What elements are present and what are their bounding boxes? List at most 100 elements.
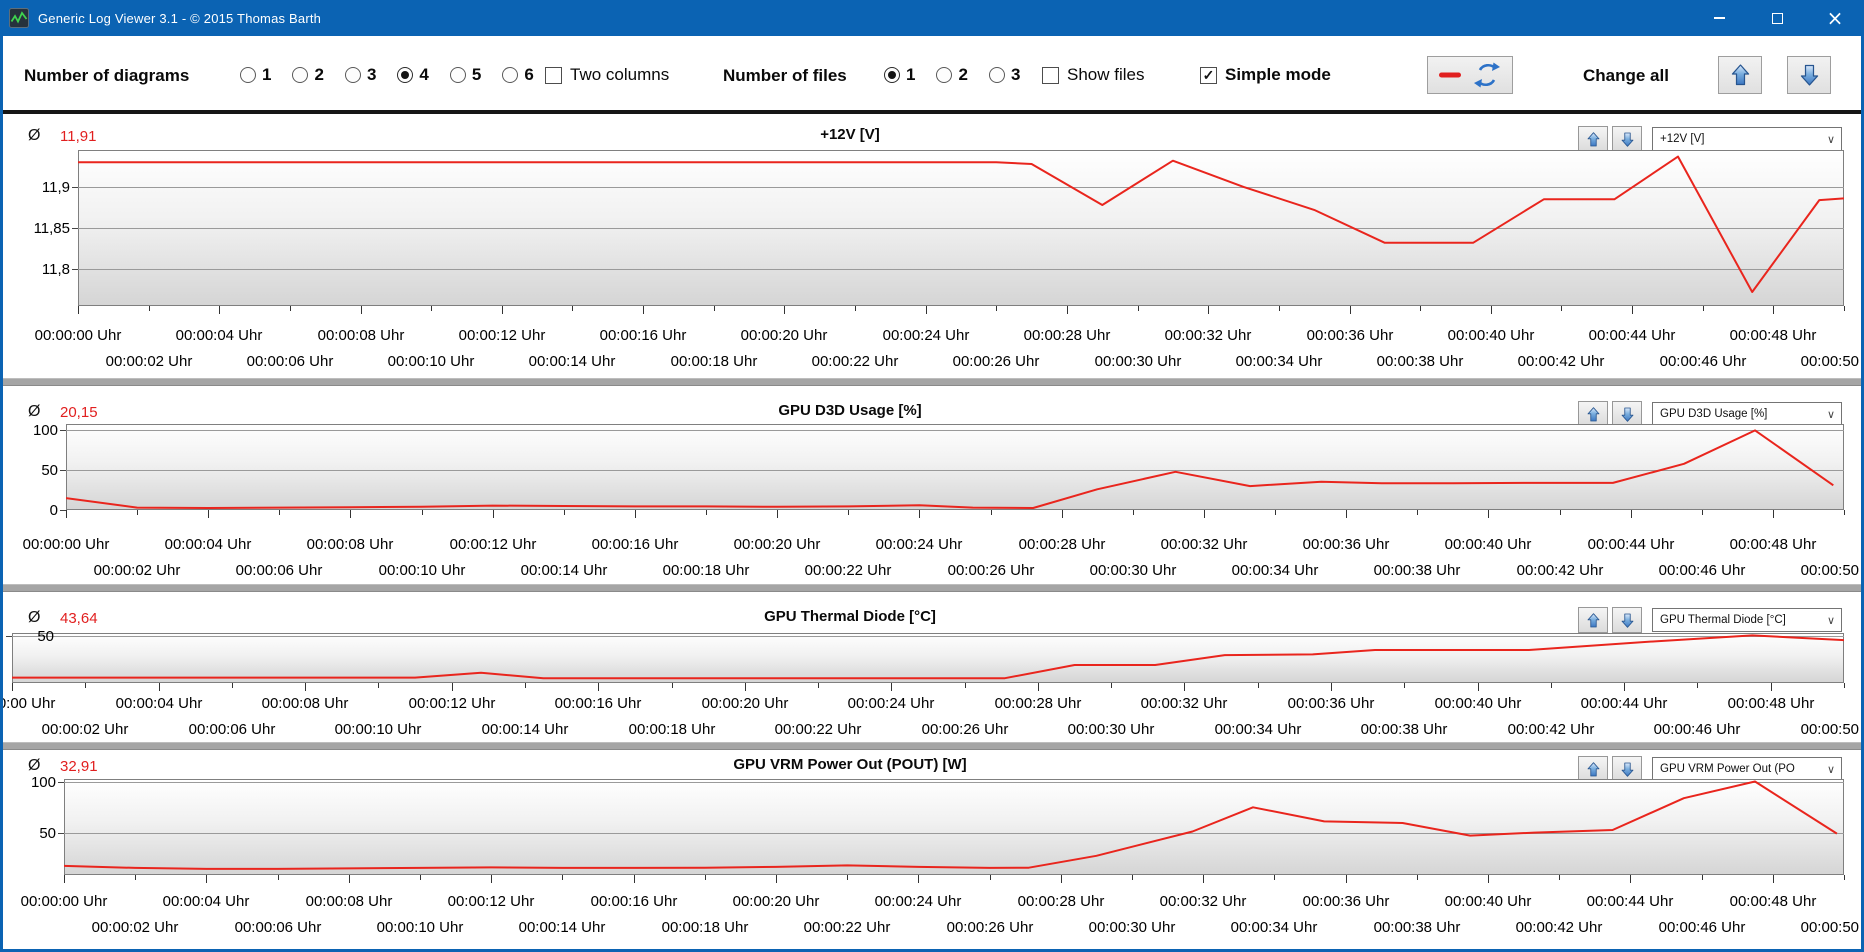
minimize-icon (1713, 17, 1725, 19)
x-axis-label: 00:00:38 Uhr (1360, 721, 1448, 738)
two-columns-checkbox[interactable] (545, 66, 562, 84)
radio-2[interactable] (936, 67, 953, 83)
x-axis-label: 00:00:36 Uhr (1302, 893, 1390, 910)
radio-label: 2 (958, 65, 968, 84)
x-axis-label: 00:00:16 Uhr (599, 327, 687, 344)
radio-label: 3 (366, 65, 377, 84)
chart-title: GPU Thermal Diode [°C] (764, 608, 936, 625)
chart-title: GPU VRM Power Out (POUT) [W] (733, 756, 967, 773)
x-axis-label: 00:00:12 Uhr (408, 695, 496, 712)
y-axis-label: 11,85 (33, 220, 70, 237)
x-axis-label: 00:00:42 Uhr (1515, 919, 1603, 936)
x-axis-label: 00:00:26 Uhr (952, 353, 1040, 370)
y-axis-label: 50 (39, 825, 56, 842)
move-chart-down-button[interactable] (1612, 126, 1642, 152)
radio-2[interactable] (292, 67, 309, 83)
move-chart-up-button[interactable] (1578, 401, 1608, 427)
move-chart-down-button[interactable] (1612, 607, 1642, 633)
show-files-checkbox[interactable] (1042, 66, 1059, 84)
radio-option: 5 (449, 65, 482, 85)
average-value: 43,64 (60, 610, 98, 627)
x-axis-label: 00:00:24 Uhr (847, 695, 935, 712)
average-symbol: Ø (28, 757, 41, 774)
x-axis-label: 00:00:30 Uhr (1088, 919, 1176, 936)
metric-dropdown[interactable]: GPU D3D Usage [%] ∨ (1652, 402, 1842, 426)
radio-3[interactable] (988, 67, 1005, 83)
x-axis-label: 00:00:32 Uhr (1140, 695, 1228, 712)
x-axis-label: 00:00:16 Uhr (590, 893, 678, 910)
radio-label: 4 (419, 65, 429, 84)
radio-4[interactable] (397, 67, 414, 83)
arrow-up-icon (1731, 63, 1750, 87)
average-symbol: Ø (28, 609, 41, 626)
x-axis-label: 00:00:34 Uhr (1235, 353, 1323, 370)
radio-3[interactable] (344, 67, 361, 83)
toolbar-separator (0, 110, 1864, 114)
metric-dropdown[interactable]: GPU VRM Power Out (PO ∨ (1652, 757, 1842, 781)
radio-1[interactable] (884, 67, 900, 83)
x-axis-label: 00:00:26 Uhr (947, 562, 1035, 579)
change-all-up-button[interactable] (1718, 56, 1762, 94)
show-files-checkbox-group: Show files (1042, 65, 1144, 85)
change-all-down-button[interactable] (1787, 56, 1831, 94)
x-axis-label: 00:00:24 Uhr (882, 327, 970, 344)
x-axis-label: 00:00:50 Uhr (1800, 562, 1864, 579)
x-axis-label: 00:00:40 Uhr (1447, 327, 1535, 344)
x-axis-label: 00:00:14 Uhr (520, 562, 608, 579)
x-axis-label: 00:00:20 Uhr (732, 893, 820, 910)
chevron-down-icon: ∨ (1826, 408, 1835, 421)
y-axis-label: 0 (49, 502, 58, 519)
x-axis-label: 00:00:02 Uhr (41, 721, 129, 738)
radio-label: 5 (471, 65, 482, 84)
y-axis-label: 50 (41, 462, 58, 479)
panel-splitter[interactable] (0, 742, 1864, 750)
x-axis-label: 00:00:48 Uhr (1729, 893, 1817, 910)
simple-mode-checkbox[interactable]: ✓ (1200, 66, 1217, 84)
app-logo-icon (9, 8, 29, 28)
toolbar: Number of diagrams 1 2 3 4 5 6 Two columns Nu… (0, 36, 1864, 110)
x-axis-label: 00:00:34 Uhr (1231, 562, 1319, 579)
move-chart-up-button[interactable] (1578, 126, 1608, 152)
close-button[interactable]: × (1806, 0, 1864, 36)
x-axis-label: 00:00:42 Uhr (1507, 721, 1595, 738)
x-axis-label: 00:00:44 Uhr (1580, 695, 1668, 712)
panel-splitter[interactable] (0, 584, 1864, 592)
metric-dropdown[interactable]: GPU Thermal Diode [°C] ∨ (1652, 608, 1842, 632)
move-chart-up-button[interactable] (1578, 756, 1608, 782)
x-axis-label: 00:00:14 Uhr (528, 353, 616, 370)
x-axis-label: 00:00:28 Uhr (994, 695, 1082, 712)
move-chart-down-button[interactable] (1612, 756, 1642, 782)
x-axis-label: 00:00:08 Uhr (305, 893, 393, 910)
average-symbol: Ø (28, 403, 41, 420)
arrow-up-icon (1587, 612, 1600, 629)
metric-dropdown[interactable]: +12V [V] ∨ (1652, 127, 1842, 151)
metric-dropdown-value: GPU VRM Power Out (PO (1660, 763, 1795, 775)
radio-1[interactable] (240, 67, 256, 83)
x-axis-label: 00:00:08 Uhr (261, 695, 349, 712)
line-refresh-button[interactable] (1427, 56, 1513, 94)
move-chart-down-button[interactable] (1612, 401, 1642, 427)
number-of-files-label: Number of files (723, 66, 847, 85)
x-axis-label: 00:00:06 Uhr (235, 562, 323, 579)
radio-label: 2 (314, 65, 324, 84)
arrow-up-icon (1587, 406, 1600, 423)
arrow-up-icon (1587, 761, 1600, 778)
plot-area (72, 150, 1845, 314)
x-axis-label: 00:00:20 Uhr (733, 536, 821, 553)
arrow-up-icon (1587, 131, 1600, 148)
minimize-button[interactable] (1690, 0, 1748, 36)
close-icon: × (1826, 6, 1844, 30)
move-chart-up-button[interactable] (1578, 607, 1608, 633)
panel-splitter[interactable] (0, 378, 1864, 386)
radio-6[interactable] (502, 67, 519, 83)
plot-area (6, 633, 1845, 691)
x-axis-label: 00:00:44 Uhr (1586, 893, 1674, 910)
radio-option: 2 (292, 65, 324, 85)
x-axis-label: 00:00:46 Uhr (1658, 562, 1746, 579)
radio-5[interactable] (449, 67, 466, 83)
maximize-button[interactable] (1748, 0, 1806, 36)
two-columns-label: Two columns (570, 65, 670, 84)
x-axis-label: 00:00:22 Uhr (803, 919, 891, 936)
x-axis-label: 00:00:50 Uhr (1800, 721, 1864, 738)
chart-title: +12V [V] (820, 126, 880, 143)
